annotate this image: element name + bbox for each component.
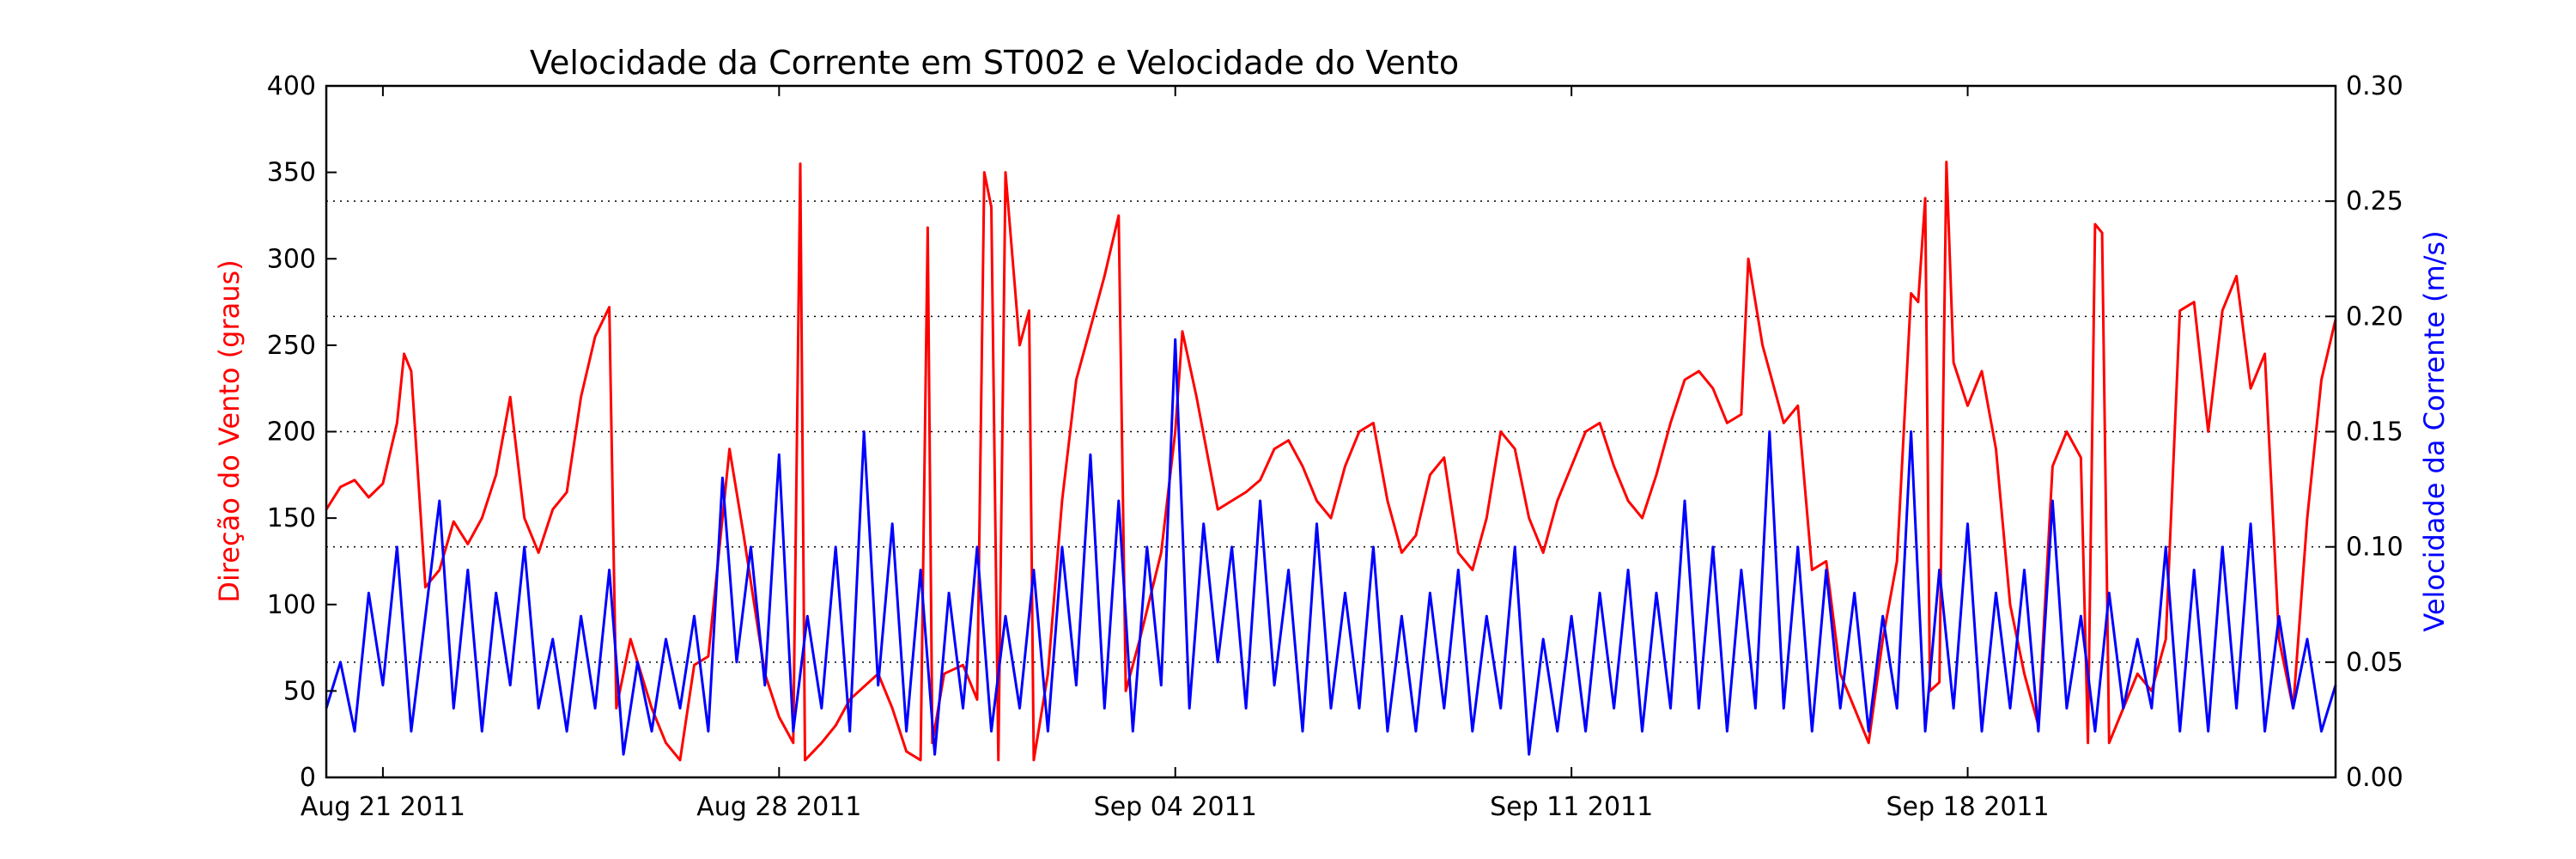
- x-tick-label: Sep 11 2011: [1490, 792, 1653, 822]
- y-left-tick-label: 300: [267, 244, 316, 274]
- y-right-tick-label: 0.10: [2346, 533, 2403, 563]
- y-right-tick-label: 0.05: [2346, 648, 2403, 678]
- y-right-tick-label: 0.15: [2346, 417, 2403, 448]
- y-left-tick-label: 400: [267, 71, 316, 101]
- y-left-tick-label: 50: [283, 676, 316, 706]
- x-tick-label: Sep 18 2011: [1886, 792, 2049, 822]
- series-line-current-speed: [325, 338, 2337, 756]
- x-tick-label: Sep 04 2011: [1094, 792, 1257, 822]
- y-right-tick-label: 0.30: [2346, 71, 2403, 101]
- series-layer: [325, 161, 2337, 762]
- grid: [326, 200, 2336, 663]
- y-left-tick-label: 250: [267, 331, 316, 361]
- y-left-tick-label: 0: [300, 763, 316, 793]
- axes: 0 50 100 150 200 250 300 350 400 0.00 0.05 0.10 0.15…: [267, 71, 2403, 822]
- y-axis-right-label: Velocidade da Corrente (m/s): [2418, 230, 2451, 631]
- x-tick-label: Aug 21 2011: [301, 792, 465, 822]
- y-left-tick-label: 100: [267, 590, 316, 620]
- y-left-tick-label: 200: [267, 417, 316, 448]
- y-right-tick-label: 0.25: [2346, 186, 2403, 216]
- y-left-tick-label: 150: [267, 503, 316, 533]
- chart-title: Velocidade da Corrente em ST002 e Veloci…: [530, 44, 1459, 82]
- y-axis-left-label: Direção do Vento (graus): [213, 259, 246, 602]
- y-right-tick-label: 0.20: [2346, 302, 2403, 332]
- y-left-tick-label: 350: [267, 158, 316, 188]
- x-tick-label: Aug 28 2011: [696, 792, 861, 822]
- y-right-tick-label: 0.00: [2346, 763, 2403, 793]
- series-line-wind-direction: [325, 161, 2337, 762]
